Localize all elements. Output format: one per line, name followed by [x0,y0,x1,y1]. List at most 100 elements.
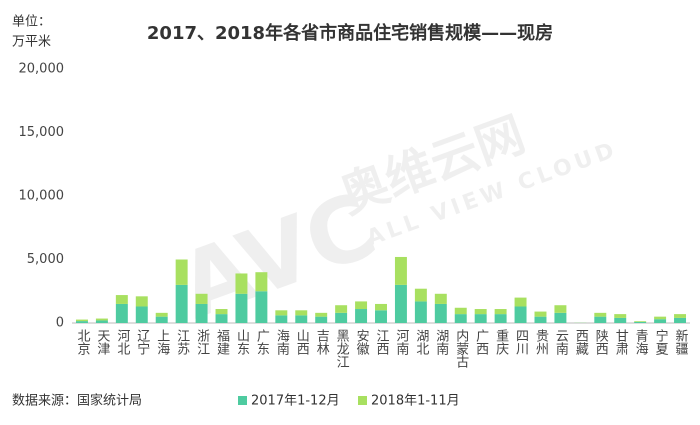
bar-segment [135,306,148,323]
bar-segment [454,314,467,323]
bar-segment [594,316,607,323]
x-tick-label: 青海 [633,329,649,355]
y-tick-label: 10,000 [19,189,65,204]
bar-segment [95,320,108,323]
y-tick-label: 15,000 [19,125,65,140]
x-tick-label: 海南 [274,329,290,355]
bar-segment [674,317,687,323]
bar-segment [614,317,627,323]
bar-segment [215,309,228,315]
x-tick-label: 内蒙古 [453,328,469,368]
x-tick-label: 山东 [234,329,250,355]
bar-segment [175,284,188,323]
bar-segment [654,316,667,320]
bar-segment [275,315,288,323]
legend-swatch [238,396,247,405]
x-tick-label: 四川 [513,329,529,355]
bar-segment [235,293,248,323]
bar-segment [554,305,567,313]
x-tick-label: 宁夏 [653,328,669,355]
bar-segment [394,256,407,285]
bar-segment [75,319,88,322]
bar-segment [275,310,288,316]
bar-segment [315,312,328,317]
bar-segment [434,293,447,304]
x-tick-label: 上海 [154,329,170,355]
bar-segment [634,321,647,322]
x-tick-label: 江苏 [174,329,190,355]
bar-segment [454,307,467,315]
bar-segment [414,301,427,323]
bar-segment [315,316,328,323]
bar-segment [135,296,148,307]
bar-segment [674,314,687,318]
chart-title: 2017、2018年各省市商品住宅销售规模——现房 [147,22,553,44]
bar-segment [295,310,308,316]
bar-segment [255,272,268,292]
y-tick-label: 20,000 [19,62,65,77]
y-axis-label: 单位： [12,15,51,30]
bar-segment [115,295,128,304]
bar-segment [155,316,168,323]
legend-label: 2018年1-11月 [371,394,460,409]
x-tick-label: 河北 [114,329,130,356]
y-tick-label: 5,000 [27,252,64,267]
bar-segment [155,312,168,317]
x-tick-label: 辽宁 [134,329,150,355]
x-tick-label: 广东 [254,329,270,355]
x-tick-label: 北京 [74,329,90,355]
x-tick-label: 浙江 [194,329,210,355]
bar-segment [335,305,348,313]
x-tick-label: 陕西 [593,329,609,355]
y-tick-label: 0 [56,316,64,331]
bar-segment [375,303,387,311]
x-tick-label: 重庆 [493,328,509,355]
bar-segment [235,273,248,294]
bar-segment [175,259,188,285]
x-tick-label: 广西 [473,329,489,355]
bar-segment [654,319,667,323]
bar-segment [295,315,308,323]
bar-segment [95,318,108,321]
bar-segment [434,303,447,323]
bar-segment [614,314,627,318]
x-tick-label: 江西 [374,329,390,355]
x-tick-label: 吉林 [314,329,330,355]
bar-segment [394,284,407,323]
bar-segment [634,321,647,323]
bar-segment [514,306,527,323]
bar-segment [355,309,368,323]
x-tick-label: 安徽 [354,329,370,355]
bar-segment [75,321,88,323]
bar-segment [534,316,547,323]
x-tick-label: 福建 [214,329,230,356]
bar-segment [335,312,348,323]
x-tick-label: 贵州 [533,329,549,355]
legend-label: 2017年1-12月 [251,394,340,409]
bar-segment [215,314,228,323]
bar-segment [514,297,527,307]
x-tick-label: 山西 [294,329,310,355]
bar-segment [494,314,507,323]
bar-segment [355,301,368,310]
bar-segment [594,312,607,317]
bar-segment [534,311,547,317]
bar-segment [195,303,208,323]
x-tick-label: 湖北 [413,329,429,356]
x-tick-label: 湖南 [433,329,449,355]
x-tick-label: 天津 [94,329,110,355]
x-tick-label: 新疆 [673,328,689,355]
x-tick-label: 甘肃 [613,329,629,355]
bar-segment [375,310,387,323]
bar-segment [474,314,487,323]
x-tick-label: 云南 [553,329,569,355]
x-tick-label: 河南 [393,329,409,355]
y-axis-label: 万平米 [12,35,51,50]
x-tick-label: 西藏 [573,329,589,355]
bar-segment [255,291,268,323]
bar-segment [414,288,427,302]
bar-segment [474,309,487,315]
bar-segment [195,293,208,304]
